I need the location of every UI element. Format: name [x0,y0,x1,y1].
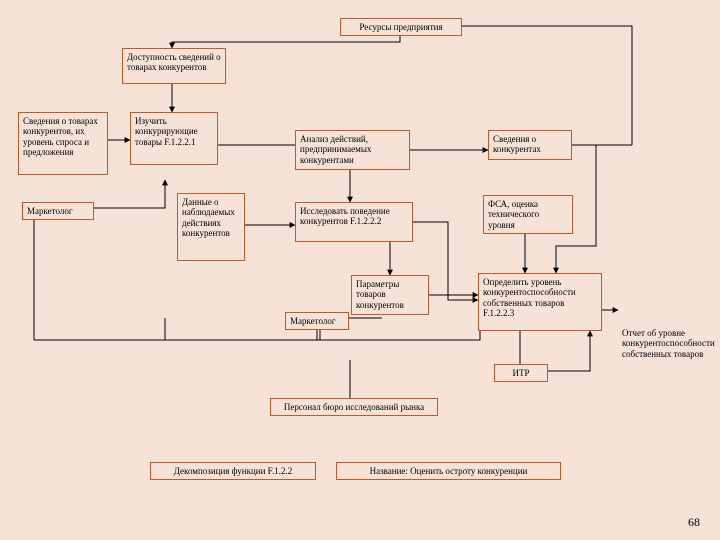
node-analiz: Анализ действий, предпринимаемых конкуре… [295,130,410,170]
node-opredelit: Определить уровень конкурентоспособности… [478,273,602,331]
node-svedenia-o-tovarah: Сведения о товарах конкурентов, их урове… [18,112,108,175]
node-dekomp: Декомпозиция функции F.1.2.2 [150,462,316,480]
node-parametry: Параметры товаров конкурентов [351,275,429,315]
page-number: 68 [688,515,700,530]
node-fsa: ФСА, оценка технического уровня [483,195,573,234]
node-issledovat: Исследовать поведение конкурентов F.1.2.… [295,202,413,242]
node-sved-o-konk: Сведения о конкурентах [488,130,572,160]
node-dannye: Данные о наблюдаемых действиях конкурент… [177,193,245,261]
node-nazvanie: Название: Оценить остроту конкуренции [336,462,561,480]
node-otchet: Отчет об уровне конкурентоспособности со… [618,325,716,383]
node-availability: Доступность сведений о товарах конкурент… [122,48,226,84]
node-izuchit: Изучить конкурирующие товары F.1.2.2.1 [130,112,218,165]
node-marketolog1: Маркетолог [22,202,94,220]
connectors [0,0,720,540]
node-marketolog2: Маркетолог [285,312,349,330]
node-resources: Ресурсы предприятия [340,18,462,36]
node-personal: Персонал бюро исследований рынка [270,398,438,416]
node-itr: ИТР [494,364,548,382]
